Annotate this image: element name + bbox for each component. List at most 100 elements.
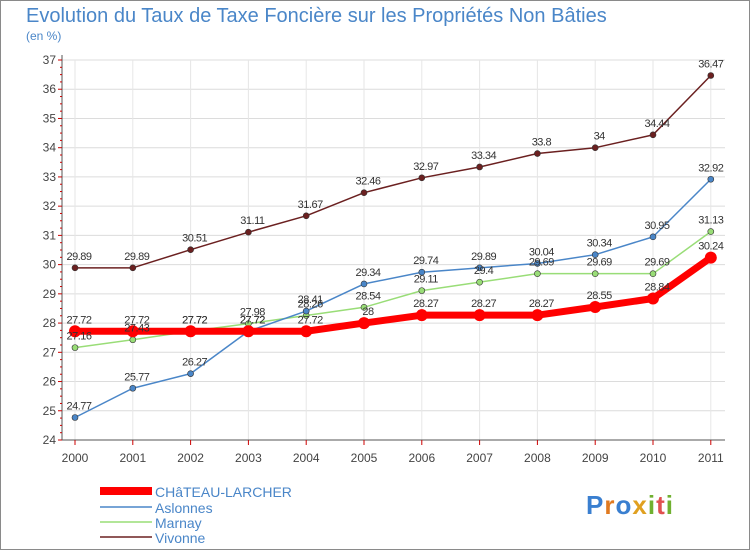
data-label: 27.72	[298, 314, 323, 326]
y-tick-label: 29	[43, 287, 57, 301]
y-tick-label: 36	[43, 82, 57, 96]
x-tick-label: 2004	[293, 451, 320, 465]
data-label: 27.98	[240, 307, 265, 319]
logo-letter: t	[656, 490, 666, 520]
data-label: 30.95	[644, 220, 669, 232]
unit-label: (en %)	[26, 29, 62, 43]
data-label: 33.8	[532, 137, 552, 149]
data-label: 27.43	[124, 323, 149, 335]
data-point	[184, 325, 197, 338]
chart-title: Evolution du Taux de Taxe Foncière sur l…	[26, 5, 607, 27]
data-label: 29.89	[66, 251, 91, 263]
data-point	[129, 336, 137, 344]
legend-label-chateau-larcher: CHâTEAU-LARCHER	[155, 484, 292, 500]
data-label: 24.77	[66, 400, 91, 412]
data-point	[302, 212, 310, 220]
data-point	[360, 189, 368, 197]
data-label: 28.54	[355, 290, 380, 302]
series-line-château-larcher	[75, 254, 713, 335]
data-label: 27.72	[240, 314, 265, 326]
data-label: 31.67	[298, 199, 323, 211]
logo-letter: P	[586, 490, 605, 520]
data-point	[476, 278, 483, 286]
y-tick-label: 33	[43, 170, 57, 184]
y-tick-label: 27	[43, 345, 57, 359]
y-tick-label: 31	[43, 228, 57, 242]
x-tick-label: 2005	[351, 451, 378, 465]
y-tick-label: 37	[43, 53, 57, 67]
y-tick-label: 35	[43, 111, 57, 125]
y-tick-label: 30	[43, 258, 57, 272]
data-point	[591, 144, 599, 151]
data-point	[187, 246, 194, 254]
data-point	[69, 325, 81, 338]
data-point	[534, 150, 541, 157]
data-label: 36.47	[698, 58, 723, 70]
data-point	[360, 303, 368, 311]
data-label: 31.11	[240, 215, 265, 227]
data-point	[591, 251, 599, 258]
data-label: 27.72	[124, 314, 149, 326]
data-label: 29.11	[414, 274, 439, 286]
legend-label-marnay: Marnay	[155, 515, 202, 531]
data-label: 29.89	[124, 251, 149, 263]
data-point	[649, 131, 657, 139]
data-point	[649, 233, 657, 241]
data-label: 30.04	[529, 246, 554, 258]
data-label: 27.72	[66, 314, 91, 326]
data-label: 27.72	[240, 314, 265, 326]
x-tick-label: 2002	[177, 451, 204, 465]
data-point	[707, 72, 715, 79]
data-label: 34	[594, 131, 606, 143]
data-label: 33.34	[471, 150, 496, 162]
proxiti-logo: Proxiti	[586, 490, 674, 521]
data-label: 29.69	[529, 257, 554, 269]
data-label: 27.72	[182, 314, 207, 326]
data-point	[418, 287, 426, 294]
data-label: 29.34	[355, 267, 380, 279]
data-label: 29.74	[413, 255, 438, 267]
data-label: 25.77	[124, 371, 149, 383]
data-label: 28.84	[644, 282, 669, 294]
series-line-aslonnes	[74, 178, 712, 419]
data-label: 27.72	[182, 314, 207, 326]
data-point	[591, 270, 599, 277]
data-label: 29.4	[474, 265, 494, 277]
legend-label-aslonnes: Aslonnes	[155, 500, 213, 516]
x-tick-label: 2011	[698, 451, 724, 465]
x-tick-label: 2001	[119, 451, 146, 465]
data-point	[71, 414, 79, 421]
legend-label-vivonne: Vivonne	[155, 530, 206, 546]
data-label: 28.27	[471, 298, 496, 310]
x-tick-label: 2007	[466, 451, 493, 465]
y-tick-label: 26	[43, 375, 57, 389]
data-label: 31.13	[698, 215, 723, 227]
data-label: 27.16	[66, 331, 91, 343]
x-tick-label: 2009	[582, 451, 609, 465]
data-label: 28	[362, 306, 374, 318]
series-line-vivonne	[75, 74, 712, 269]
data-point	[418, 268, 426, 276]
x-tick-label: 2003	[235, 451, 262, 465]
data-point	[71, 344, 79, 351]
logo-letter: r	[604, 490, 616, 520]
data-point	[187, 370, 194, 377]
data-point	[360, 280, 368, 288]
x-tick-label: 2008	[524, 451, 551, 465]
data-point	[534, 260, 541, 267]
data-point	[707, 228, 715, 235]
logo-letter: i	[665, 490, 674, 520]
data-label: 29.69	[644, 257, 669, 269]
logo-letter: i	[647, 490, 657, 520]
data-label: 28.27	[413, 298, 438, 310]
data-label: 30.34	[587, 238, 612, 250]
data-label: 32.97	[413, 161, 438, 173]
y-tick-label: 24	[43, 433, 57, 447]
y-tick-label: 25	[43, 404, 57, 418]
data-point	[126, 325, 139, 338]
data-point	[415, 309, 428, 322]
data-point	[704, 251, 717, 264]
data-label: 29.89	[471, 251, 496, 263]
data-point	[242, 325, 255, 338]
